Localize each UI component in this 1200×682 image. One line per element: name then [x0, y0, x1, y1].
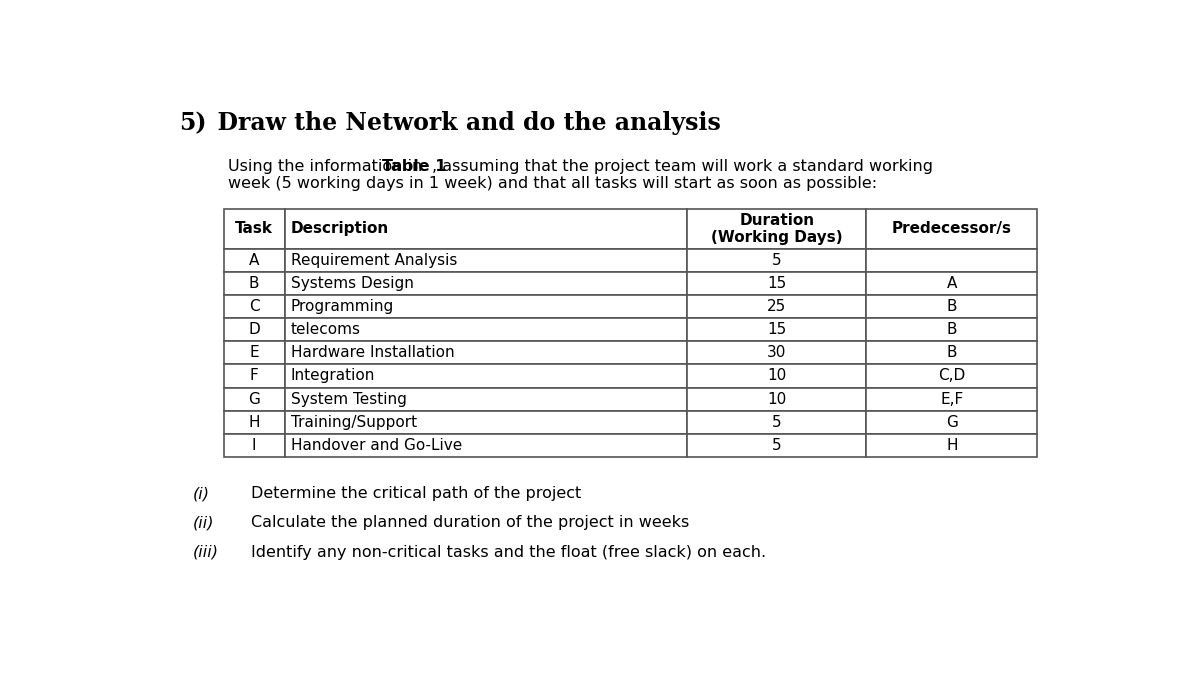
Text: telecoms: telecoms	[290, 323, 361, 338]
Bar	[223, 295, 284, 318]
Text: (iii): (iii)	[193, 545, 218, 560]
Text: H: H	[946, 438, 958, 453]
Bar	[223, 318, 284, 341]
Text: Handover and Go-Live: Handover and Go-Live	[290, 438, 462, 453]
Bar	[284, 387, 688, 411]
Bar	[223, 411, 284, 434]
Text: 10: 10	[767, 391, 787, 406]
Text: Predecessor/s: Predecessor/s	[892, 222, 1012, 237]
Text: Table 1: Table 1	[382, 159, 446, 174]
Bar	[866, 295, 1037, 318]
Bar	[223, 434, 284, 457]
Text: 5: 5	[772, 438, 781, 453]
Bar	[688, 318, 866, 341]
Text: Duration
(Working Days): Duration (Working Days)	[712, 213, 842, 245]
Text: B: B	[947, 345, 958, 360]
Bar	[688, 341, 866, 364]
Text: A: A	[947, 276, 958, 291]
Bar	[866, 387, 1037, 411]
Text: Training/Support: Training/Support	[290, 415, 416, 430]
Bar	[223, 364, 284, 387]
Bar	[866, 209, 1037, 249]
Text: 10: 10	[767, 368, 787, 383]
Bar	[866, 249, 1037, 272]
Bar	[688, 387, 866, 411]
Text: 5: 5	[772, 253, 781, 268]
Bar	[284, 341, 688, 364]
Text: Programming: Programming	[290, 299, 394, 314]
Text: Task: Task	[235, 222, 274, 237]
Text: 5): 5)	[180, 111, 206, 135]
Bar	[223, 341, 284, 364]
Text: F: F	[250, 368, 258, 383]
Text: B: B	[248, 276, 259, 291]
Text: , assuming that the project team will work a standard working: , assuming that the project team will wo…	[432, 159, 932, 174]
Text: 25: 25	[767, 299, 787, 314]
Bar	[284, 364, 688, 387]
Text: 15: 15	[767, 276, 787, 291]
Text: B: B	[947, 323, 958, 338]
Bar	[866, 272, 1037, 295]
Text: Draw the Network and do the analysis: Draw the Network and do the analysis	[202, 111, 721, 135]
Bar	[284, 411, 688, 434]
Text: C: C	[248, 299, 259, 314]
Text: E,F: E,F	[941, 391, 964, 406]
Bar	[284, 249, 688, 272]
Bar	[688, 295, 866, 318]
Bar	[284, 295, 688, 318]
Text: Integration: Integration	[290, 368, 376, 383]
Bar	[223, 209, 284, 249]
Text: System Testing: System Testing	[290, 391, 407, 406]
Text: Hardware Installation: Hardware Installation	[290, 345, 455, 360]
Text: (ii): (ii)	[193, 516, 214, 531]
Text: 30: 30	[767, 345, 787, 360]
Bar	[866, 364, 1037, 387]
Bar	[223, 387, 284, 411]
Text: I: I	[252, 438, 257, 453]
Bar	[688, 434, 866, 457]
Text: Description: Description	[290, 222, 389, 237]
Bar	[284, 434, 688, 457]
Bar	[688, 209, 866, 249]
Text: Determine the critical path of the project: Determine the critical path of the proje…	[251, 486, 581, 501]
Text: Using the information in: Using the information in	[228, 159, 427, 174]
Bar	[866, 434, 1037, 457]
Bar	[688, 411, 866, 434]
Bar	[688, 272, 866, 295]
Text: (i): (i)	[193, 486, 210, 501]
Text: A: A	[248, 253, 259, 268]
Text: Calculate the planned duration of the project in weeks: Calculate the planned duration of the pr…	[251, 516, 689, 531]
Bar	[284, 318, 688, 341]
Bar	[284, 209, 688, 249]
Bar	[223, 249, 284, 272]
Text: Systems Design: Systems Design	[290, 276, 414, 291]
Text: B: B	[947, 299, 958, 314]
Text: G: G	[248, 391, 260, 406]
Bar	[688, 364, 866, 387]
Text: D: D	[248, 323, 260, 338]
Bar	[688, 249, 866, 272]
Text: E: E	[250, 345, 259, 360]
Text: C,D: C,D	[938, 368, 966, 383]
Bar	[866, 341, 1037, 364]
Text: G: G	[946, 415, 958, 430]
Text: week (5 working days in 1 week) and that all tasks will start as soon as possibl: week (5 working days in 1 week) and that…	[228, 176, 877, 191]
Bar	[284, 272, 688, 295]
Bar	[223, 272, 284, 295]
Bar	[866, 318, 1037, 341]
Text: 15: 15	[767, 323, 787, 338]
Text: 5: 5	[772, 415, 781, 430]
Text: Identify any non-critical tasks and the float (free slack) on each.: Identify any non-critical tasks and the …	[251, 545, 766, 560]
Text: Requirement Analysis: Requirement Analysis	[290, 253, 457, 268]
Bar	[866, 411, 1037, 434]
Text: H: H	[248, 415, 260, 430]
